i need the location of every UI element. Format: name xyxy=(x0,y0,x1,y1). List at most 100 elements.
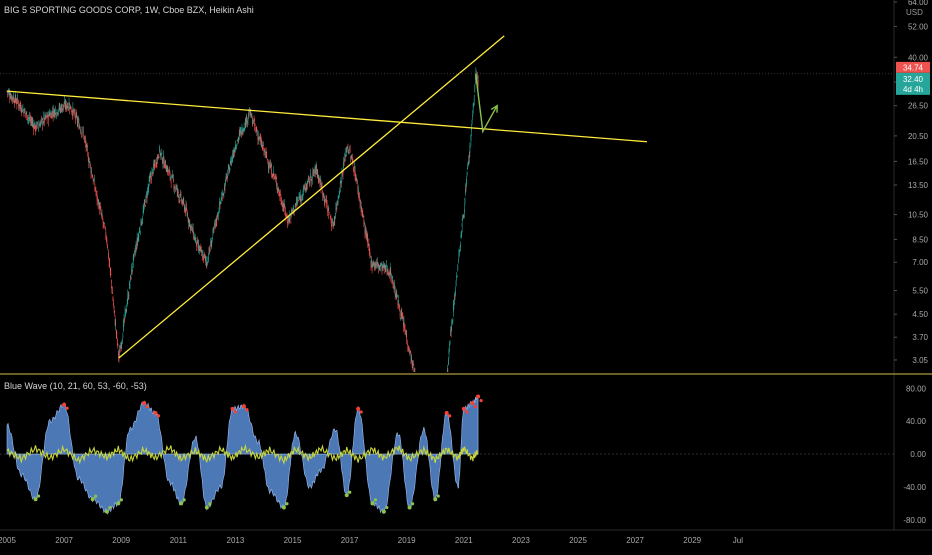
candle-body xyxy=(242,130,243,135)
indicator-title[interactable]: Blue Wave (10, 21, 60, 53, -60, -53) xyxy=(4,381,147,391)
candle-body xyxy=(338,195,339,199)
candle-body xyxy=(267,159,269,162)
candle-body xyxy=(93,180,95,181)
candle-body xyxy=(339,192,341,194)
last-price-badge xyxy=(896,61,930,73)
candle-body xyxy=(151,171,153,177)
candle-body xyxy=(454,296,455,300)
candle-body xyxy=(343,163,345,164)
candle-body xyxy=(156,163,158,165)
candle-body xyxy=(271,175,273,177)
candle-body xyxy=(112,297,114,301)
candle-body xyxy=(89,161,91,163)
candle-body xyxy=(160,153,162,155)
candle-body xyxy=(115,329,117,334)
candle-body xyxy=(358,190,359,192)
candle-body xyxy=(261,144,263,146)
candle-body xyxy=(315,165,317,171)
candle-body xyxy=(25,113,27,115)
candlestick-series xyxy=(6,67,479,372)
candle-body xyxy=(276,182,277,187)
candle-body xyxy=(29,117,31,121)
candle-body xyxy=(14,94,16,100)
candle-body xyxy=(407,345,409,348)
candle-body xyxy=(269,166,270,168)
candle-body xyxy=(236,143,238,146)
price-axis[interactable]: 64.00 52.00 40.00 32.40 26.50 20.50 16.50 13.50… xyxy=(894,0,929,365)
candle-body xyxy=(326,202,328,205)
candle-body xyxy=(64,100,65,104)
candle-body xyxy=(333,223,335,227)
candle-body xyxy=(389,267,391,271)
candle-body xyxy=(225,176,227,180)
candle-body xyxy=(65,101,67,105)
projection-arrow[interactable] xyxy=(475,73,498,134)
wave-extreme-dot xyxy=(281,505,286,510)
candle-body xyxy=(187,219,189,222)
candle-body xyxy=(135,245,137,249)
time-axis[interactable]: 2005 2007 2009 2011 2013 2015 2017 2019 2021 2023… xyxy=(0,536,743,545)
candle-body xyxy=(326,200,327,204)
time-tick-label: 2013 xyxy=(227,536,245,545)
candle-body xyxy=(282,203,283,206)
candle-body xyxy=(329,212,331,214)
candle-body xyxy=(259,136,260,139)
candle-body xyxy=(208,248,210,255)
trendline[interactable] xyxy=(118,35,505,359)
candle-body xyxy=(182,199,184,201)
indicator-tick-label: -40.00 xyxy=(903,483,926,492)
candle-body xyxy=(148,178,150,183)
candle-body xyxy=(324,200,326,203)
candle-body xyxy=(113,302,114,306)
candle-body xyxy=(365,227,366,231)
candle-body xyxy=(351,159,353,161)
candle-body xyxy=(23,113,25,116)
candle-body xyxy=(22,110,23,113)
candle-body xyxy=(60,109,62,113)
candle-body xyxy=(381,262,382,265)
candle-body xyxy=(130,275,131,279)
candle-body xyxy=(42,121,44,126)
price-tick-label: 8.50 xyxy=(912,235,928,244)
candle-body xyxy=(331,224,333,226)
trendlines[interactable] xyxy=(0,35,894,359)
candle-body xyxy=(354,166,355,169)
wave-extreme-dot xyxy=(465,410,469,414)
candle-body xyxy=(251,114,253,116)
candle-body xyxy=(163,155,164,159)
candle-body xyxy=(247,117,249,120)
candle-body xyxy=(30,119,32,121)
candle-body xyxy=(95,188,96,191)
candle-body xyxy=(78,119,79,121)
candle-body xyxy=(249,107,251,112)
candle-body xyxy=(17,100,19,102)
candle-body xyxy=(102,217,103,220)
candle-body xyxy=(218,213,219,215)
time-tick-label: 2015 xyxy=(284,536,302,545)
candle-body xyxy=(311,181,313,183)
candle-body xyxy=(142,218,143,220)
candle-body xyxy=(265,151,266,153)
candle-body xyxy=(75,117,76,119)
candle-body xyxy=(252,119,253,126)
indicator-axis[interactable]: 80.00 40.00 0.00 -40.00 -80.00 xyxy=(903,384,926,524)
candle-body xyxy=(347,148,349,149)
candle-body xyxy=(121,341,123,344)
price-tick-label: 20.50 xyxy=(908,132,929,141)
candle-body xyxy=(375,264,376,267)
candle-body xyxy=(260,141,262,146)
candle-body xyxy=(351,156,353,158)
candle-body xyxy=(14,103,16,105)
candle-body xyxy=(349,150,351,153)
candle-body xyxy=(269,164,271,167)
trendline[interactable] xyxy=(6,90,648,143)
candle-body xyxy=(456,276,458,277)
candle-body xyxy=(37,124,39,126)
candle-body xyxy=(48,116,50,121)
candle-body xyxy=(30,119,31,121)
candle-body xyxy=(455,281,457,286)
candle-body xyxy=(270,164,272,167)
candle-body xyxy=(194,237,196,241)
chart-title[interactable]: BIG 5 SPORTING GOODS CORP, 1W, Cboe BZX,… xyxy=(4,5,254,15)
